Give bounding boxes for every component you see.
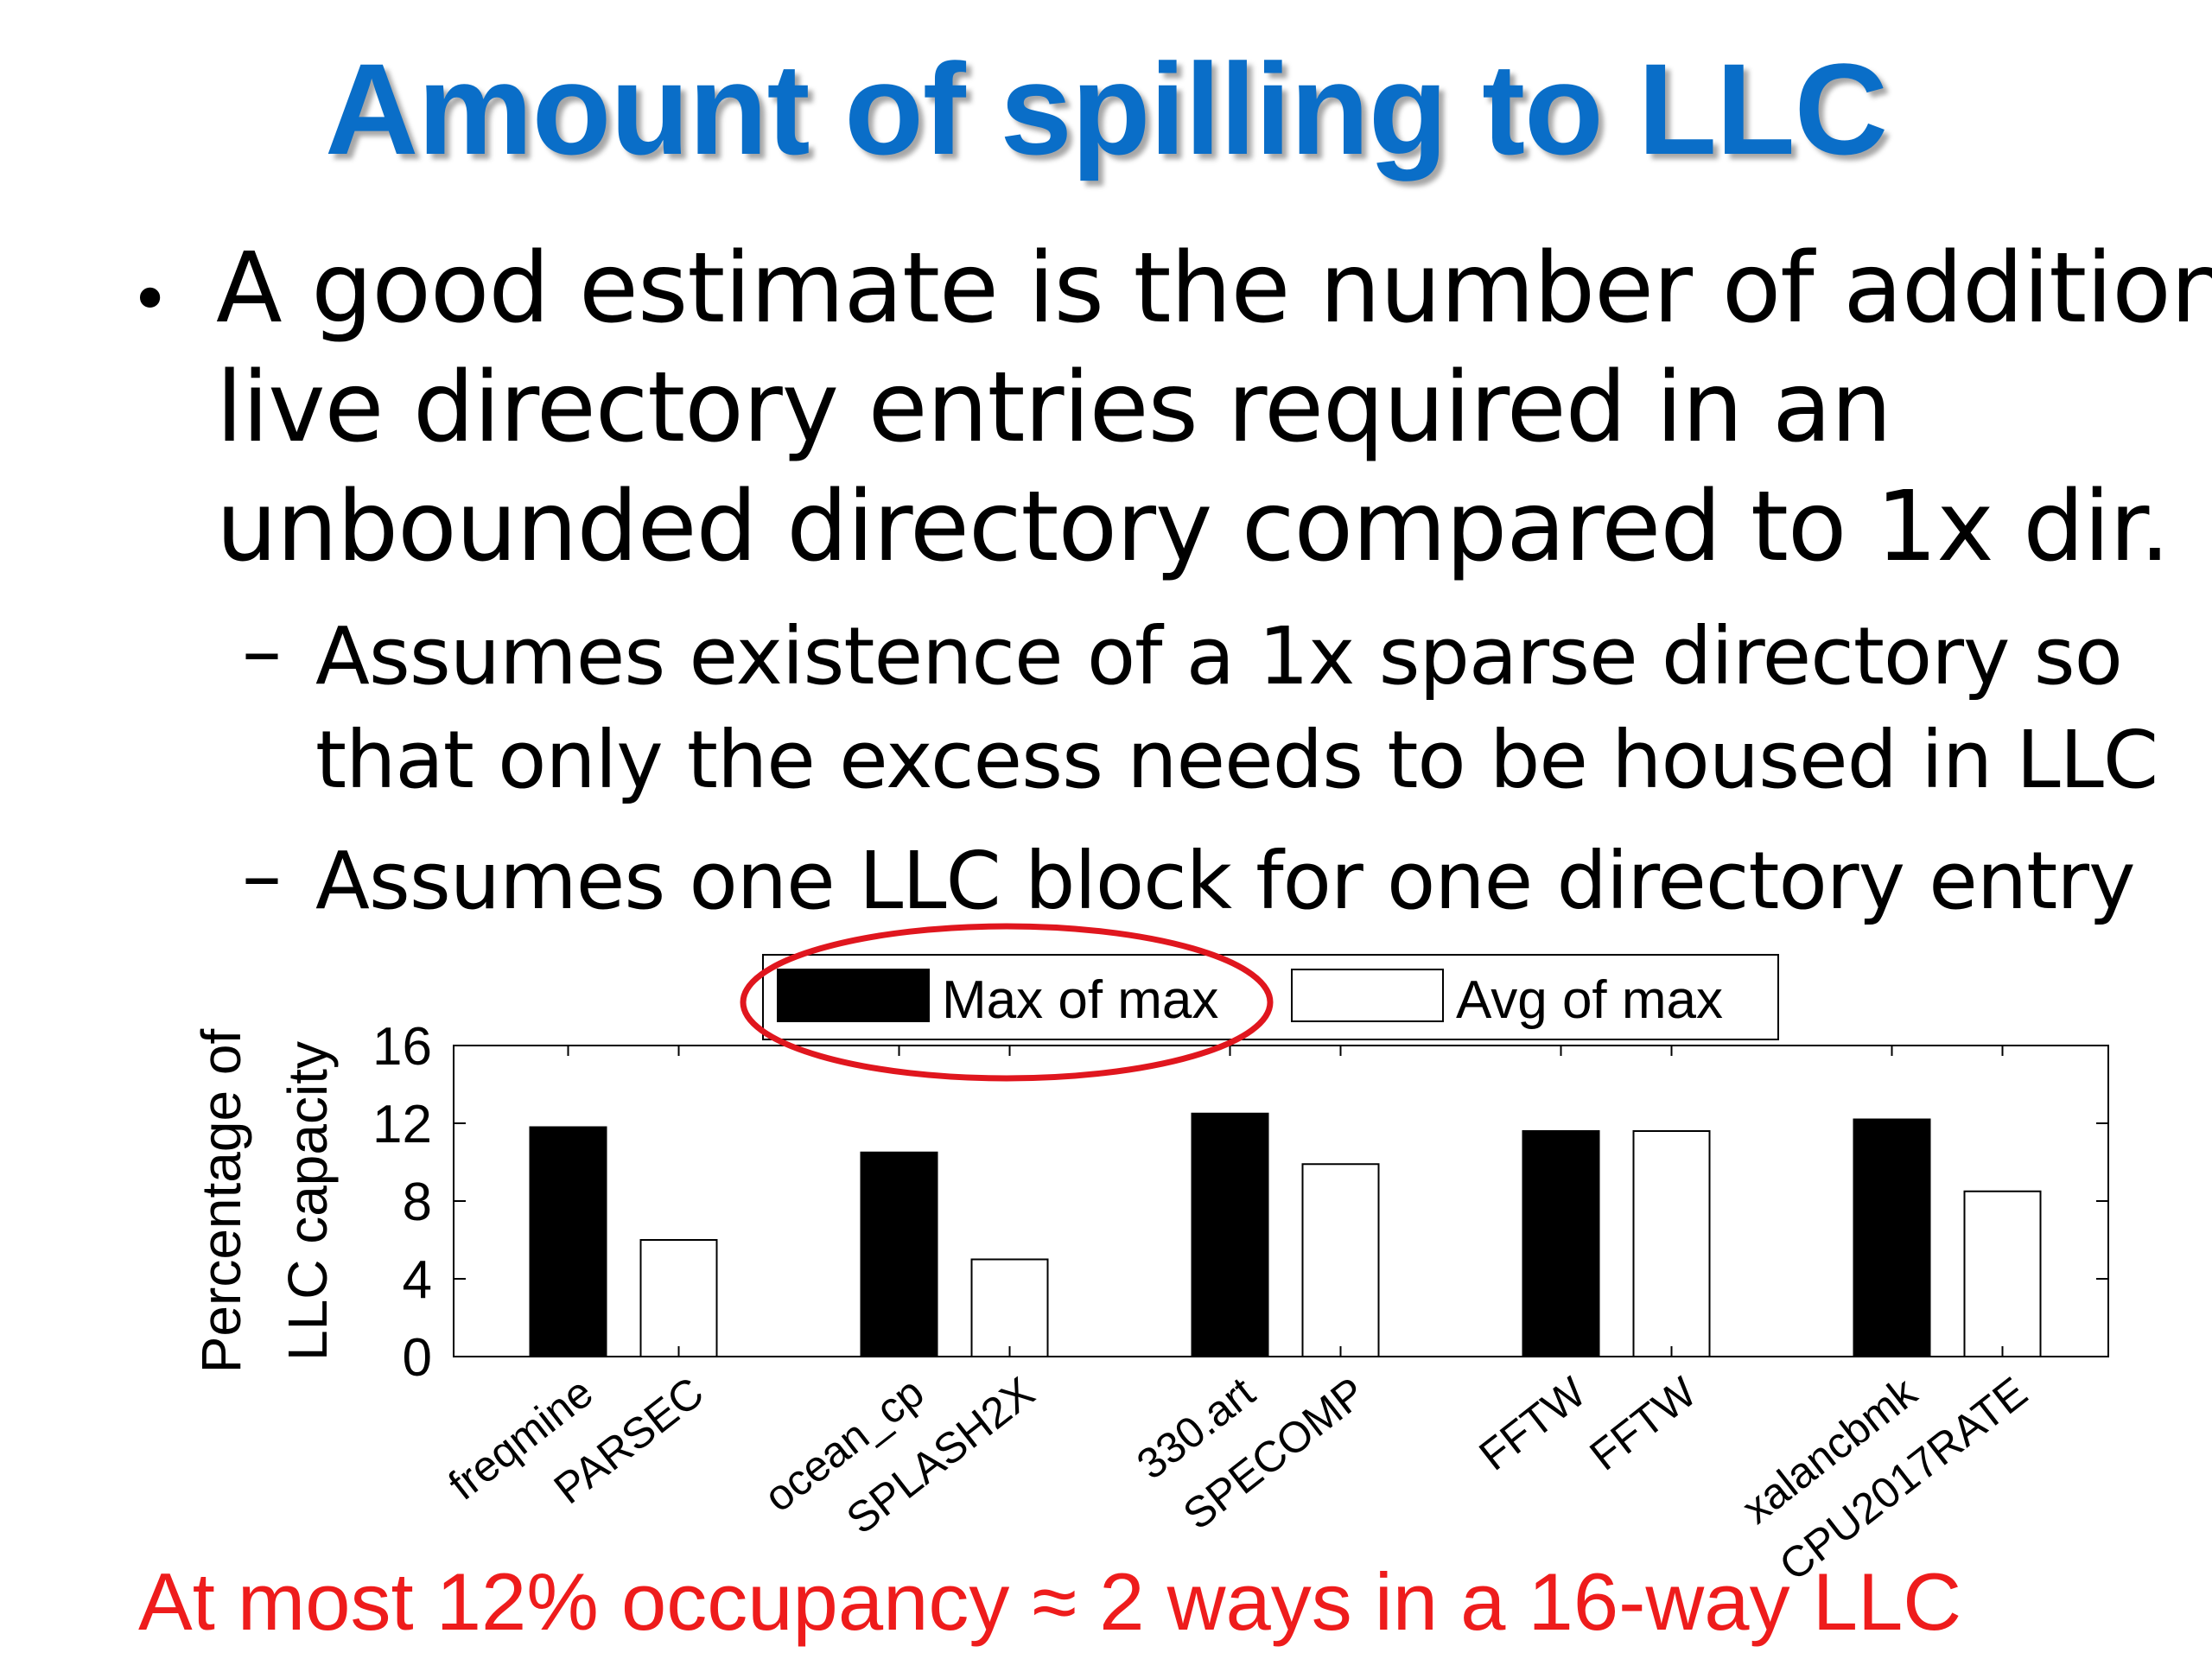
x-tick-label: FFTW (1581, 1367, 1707, 1479)
y-axis-label: Percentage of (190, 1029, 252, 1374)
bar-avg-of-max (639, 1239, 718, 1357)
sub-bullet-dash: – (242, 605, 282, 697)
bar-max-of-max (1522, 1130, 1600, 1357)
bar-avg-of-max (1632, 1130, 1711, 1357)
bar-avg-of-max (970, 1258, 1049, 1357)
bar-avg-of-max (1963, 1190, 2042, 1357)
sub-bullet-line: Assumes one LLC block for one directory … (315, 835, 2136, 927)
conclusion-text: At most 12% occupancy ≈ 2 ways in a 16-w… (138, 1556, 1962, 1647)
bar-max-of-max (1191, 1112, 1269, 1357)
bar-max-of-max (1853, 1118, 1931, 1357)
sub-bullet-line: Assumes existence of a 1x sparse directo… (315, 610, 2123, 702)
y-axis-label: LLC capacity (276, 1041, 339, 1361)
slide-title: Amount of spilling to LLC (325, 36, 1888, 181)
x-tick-label: FFTW (1471, 1367, 1596, 1479)
highlight-ellipse (740, 923, 1274, 1082)
main-bullet: A good estimate is the number of additio… (216, 229, 2212, 587)
y-tick-label: 16 (372, 1017, 432, 1077)
main-bullet-line: live directory entries required in an (216, 352, 1892, 464)
legend-label-max: Max of max (942, 970, 1218, 1030)
sub-bullet-line: that only the excess needs to be housed … (315, 714, 2158, 806)
main-bullet-line: unbounded directory compared to 1x dir. (216, 471, 2171, 583)
y-tick-label: 4 (403, 1250, 432, 1310)
y-tick-label: 8 (403, 1173, 432, 1232)
bar-max-of-max (529, 1126, 607, 1357)
sub-bullet-dash: – (242, 830, 282, 922)
legend-swatch-avg (1291, 969, 1444, 1022)
bar-max-of-max (860, 1151, 938, 1357)
main-bullet-line: A good estimate is the number of additio… (216, 232, 2212, 345)
bullet-dot-icon: • (130, 259, 171, 340)
y-tick-label: 0 (403, 1328, 432, 1388)
bar-avg-of-max (1301, 1163, 1380, 1357)
legend-swatch-max (777, 969, 930, 1022)
legend-label-avg: Avg of max (1456, 970, 1723, 1030)
y-tick-label: 12 (372, 1095, 432, 1154)
